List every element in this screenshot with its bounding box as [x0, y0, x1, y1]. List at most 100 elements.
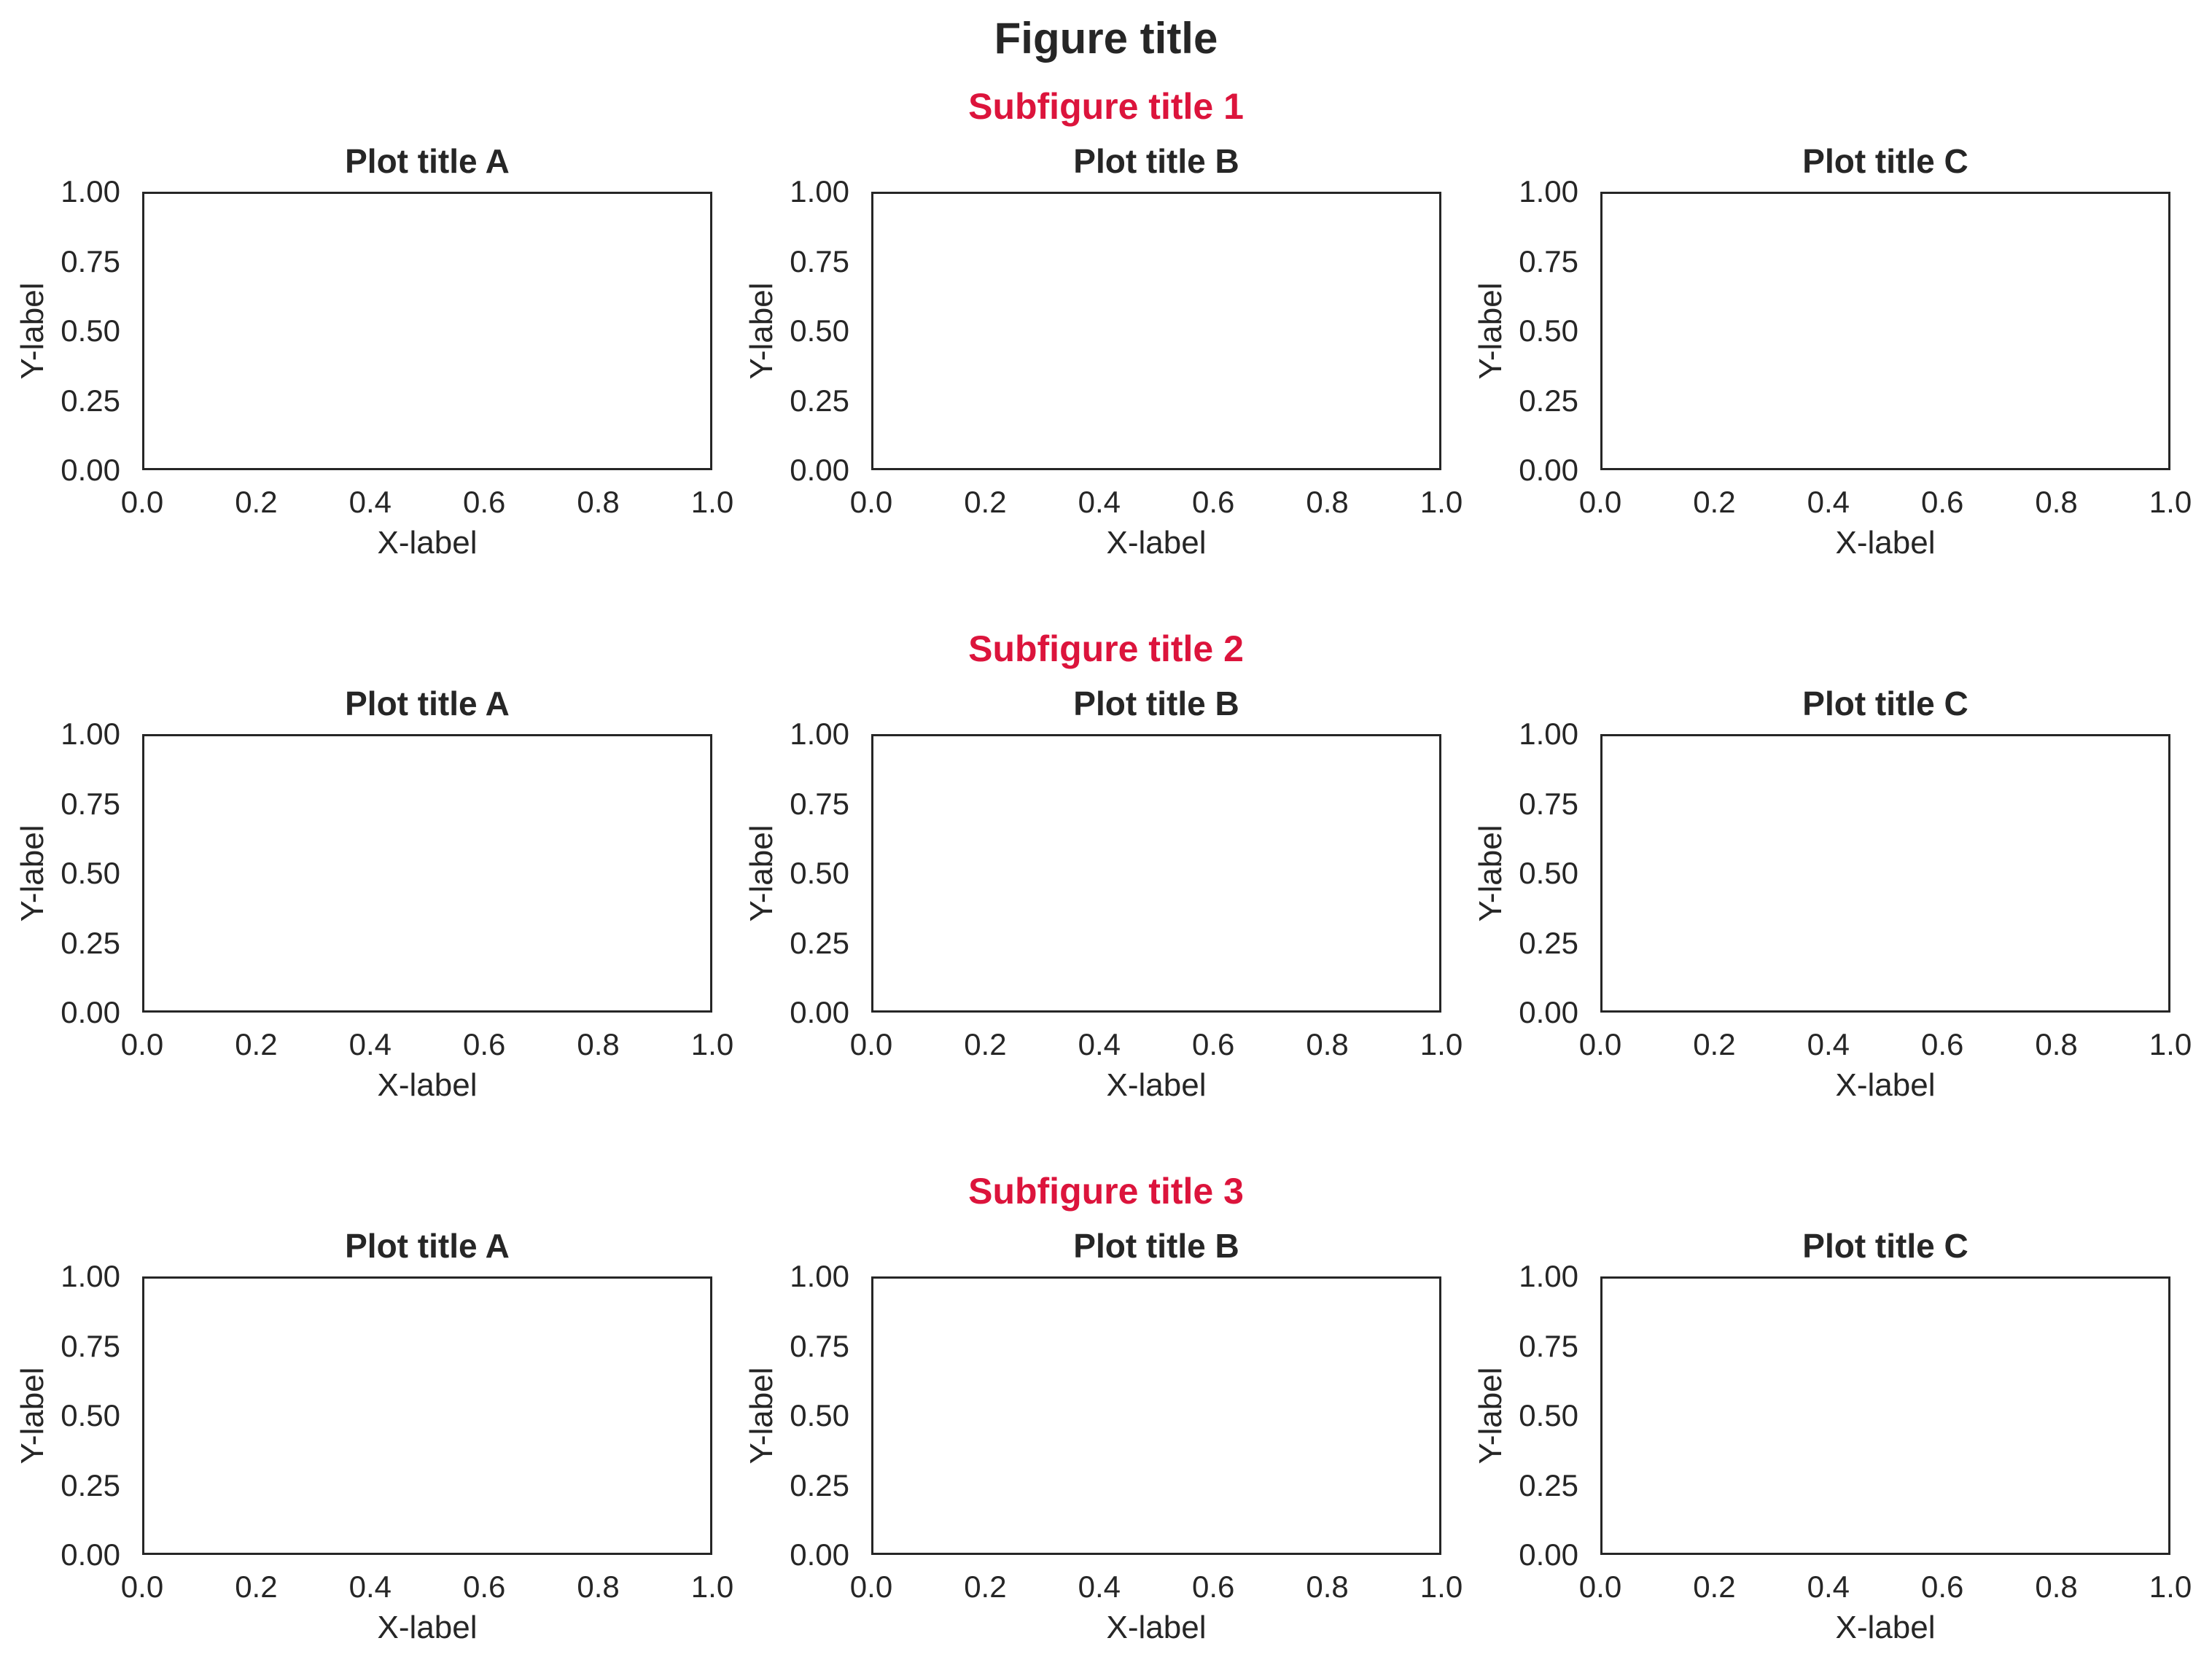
- x-axis-label: X-label: [1106, 1067, 1207, 1103]
- plot-title: Plot title A: [345, 685, 510, 722]
- x-tick-label: 1.0: [1420, 1570, 1463, 1604]
- plot: Plot title C Y-label X-label 1.00 0.75 0.5…: [1458, 69, 2192, 612]
- x-tick-label: 0.0: [120, 1570, 164, 1604]
- y-tick-label: 0.25: [790, 383, 849, 418]
- figure-title: Figure title: [994, 14, 1218, 63]
- x-tick-label: 0.6: [1920, 1570, 1964, 1604]
- axes-box: [1600, 734, 2170, 1013]
- y-tick-label: 0.00: [790, 453, 849, 487]
- y-tick-label: 0.75: [790, 1328, 849, 1363]
- y-tick-label: 0.75: [61, 786, 120, 821]
- y-tick-label: 0.25: [61, 383, 120, 418]
- x-tick-label: 0.0: [849, 1570, 893, 1604]
- x-tick-label: 0.8: [1306, 1027, 1349, 1061]
- x-tick-label: 0.6: [1191, 1570, 1235, 1604]
- subfigure-1: Subfigure title 1 Plot title A Y-label X…: [0, 69, 2212, 612]
- x-axis-label: X-label: [377, 1610, 478, 1645]
- y-tick-label: 0.25: [1519, 1467, 1578, 1502]
- x-tick-label: 0.6: [462, 1570, 506, 1604]
- x-tick-label: 1.0: [1420, 485, 1463, 519]
- axes-box: [1600, 192, 2170, 470]
- subfigure-1-title: Subfigure title 1: [968, 86, 1244, 127]
- axes-box: [871, 1276, 1441, 1555]
- y-tick-label: 0.00: [790, 995, 849, 1029]
- y-tick-label: 1.00: [1519, 717, 1578, 751]
- plot-title: Plot title C: [1802, 685, 1968, 722]
- x-tick-label: 0.0: [120, 1027, 164, 1061]
- x-tick-label: 0.2: [964, 1570, 1007, 1604]
- x-tick-label: 0.4: [1078, 1570, 1121, 1604]
- x-axis-label: X-label: [1835, 525, 1936, 561]
- x-tick-label: 1.0: [690, 1570, 734, 1604]
- axes-box: [142, 1276, 712, 1555]
- y-tick-label: 1.00: [790, 717, 849, 751]
- y-tick-label: 0.00: [61, 995, 120, 1029]
- y-tick-label: 0.00: [790, 1537, 849, 1572]
- y-tick-label: 0.25: [790, 925, 849, 960]
- x-tick-label: 0.8: [577, 1570, 620, 1604]
- plot: Plot title A Y-label X-label 1.00 0.75 0.5…: [0, 69, 733, 612]
- x-tick-label: 0.8: [2035, 1570, 2078, 1604]
- y-tick-label: 0.50: [61, 856, 120, 890]
- subfigure-2-title: Subfigure title 2: [968, 628, 1244, 669]
- x-tick-label: 0.2: [964, 1027, 1007, 1061]
- x-tick-label: 0.8: [2035, 1027, 2078, 1061]
- x-tick-label: 0.0: [849, 485, 893, 519]
- plot: Plot title C Y-label X-label 1.00 0.75 0.5…: [1458, 612, 2192, 1154]
- plot-title: Plot title C: [1802, 1227, 1968, 1265]
- x-tick-label: 0.0: [1578, 485, 1622, 519]
- x-tick-label: 0.4: [1807, 1027, 1850, 1061]
- y-tick-label: 1.00: [61, 174, 120, 208]
- y-tick-label: 0.50: [61, 313, 120, 348]
- x-tick-label: 0.6: [1920, 485, 1964, 519]
- plot-title: Plot title A: [345, 142, 510, 180]
- x-tick-label: 0.2: [235, 485, 278, 519]
- y-tick-label: 1.00: [1519, 1259, 1578, 1293]
- plot: Plot title B Y-label X-label 1.00 0.75 0.5…: [729, 612, 1463, 1154]
- x-tick-label: 1.0: [2149, 1570, 2192, 1604]
- x-tick-label: 0.2: [235, 1570, 278, 1604]
- y-tick-label: 0.75: [61, 243, 120, 278]
- x-tick-label: 0.6: [462, 1027, 506, 1061]
- y-tick-label: 0.75: [790, 786, 849, 821]
- x-axis-label: X-label: [1835, 1610, 1936, 1645]
- x-axis-label: X-label: [1106, 525, 1207, 561]
- plot-title: Plot title B: [1073, 685, 1239, 722]
- x-tick-label: 0.8: [577, 1027, 620, 1061]
- subfigure-2: Subfigure title 2 Plot title A Y-label X…: [0, 612, 2212, 1154]
- subfigure-1-plots: Plot title A Y-label X-label 1.00 0.75 0.5…: [0, 69, 2212, 612]
- x-tick-label: 0.4: [348, 1570, 392, 1604]
- x-tick-label: 0.2: [1693, 1570, 1736, 1604]
- x-axis-label: X-label: [1106, 1610, 1207, 1645]
- y-tick-label: 0.75: [1519, 1328, 1578, 1363]
- x-tick-label: 0.4: [348, 485, 392, 519]
- x-tick-label: 0.2: [1693, 485, 1736, 519]
- subfigure-3: Subfigure title 3 Plot title A Y-label X…: [0, 1154, 2212, 1665]
- x-tick-label: 0.2: [1693, 1027, 1736, 1061]
- x-tick-label: 0.8: [1306, 1570, 1349, 1604]
- subfigure-3-plots: Plot title A Y-label X-label 1.00 0.75 0.5…: [0, 1154, 2212, 1665]
- plot: Plot title A Y-label X-label 1.00 0.75 0.5…: [0, 1154, 733, 1665]
- y-tick-label: 0.25: [1519, 925, 1578, 960]
- x-tick-label: 0.6: [1191, 1027, 1235, 1061]
- y-tick-label: 0.50: [790, 856, 849, 890]
- y-tick-label: 0.00: [61, 453, 120, 487]
- y-tick-label: 0.75: [1519, 786, 1578, 821]
- plot-title: Plot title B: [1073, 142, 1239, 180]
- x-tick-label: 0.8: [2035, 485, 2078, 519]
- x-tick-label: 0.2: [235, 1027, 278, 1061]
- x-tick-label: 0.0: [849, 1027, 893, 1061]
- y-tick-label: 1.00: [61, 1259, 120, 1293]
- x-tick-label: 0.8: [577, 485, 620, 519]
- plot: Plot title B Y-label X-label 1.00 0.75 0.5…: [729, 1154, 1463, 1665]
- y-tick-label: 0.50: [61, 1398, 120, 1432]
- x-tick-label: 0.0: [1578, 1570, 1622, 1604]
- y-tick-label: 0.25: [1519, 383, 1578, 418]
- plot-title: Plot title B: [1073, 1227, 1239, 1265]
- x-tick-label: 0.4: [1078, 485, 1121, 519]
- x-tick-label: 1.0: [1420, 1027, 1463, 1061]
- x-tick-label: 0.4: [348, 1027, 392, 1061]
- x-tick-label: 1.0: [690, 1027, 734, 1061]
- x-tick-label: 0.6: [462, 485, 506, 519]
- y-tick-label: 0.75: [61, 1328, 120, 1363]
